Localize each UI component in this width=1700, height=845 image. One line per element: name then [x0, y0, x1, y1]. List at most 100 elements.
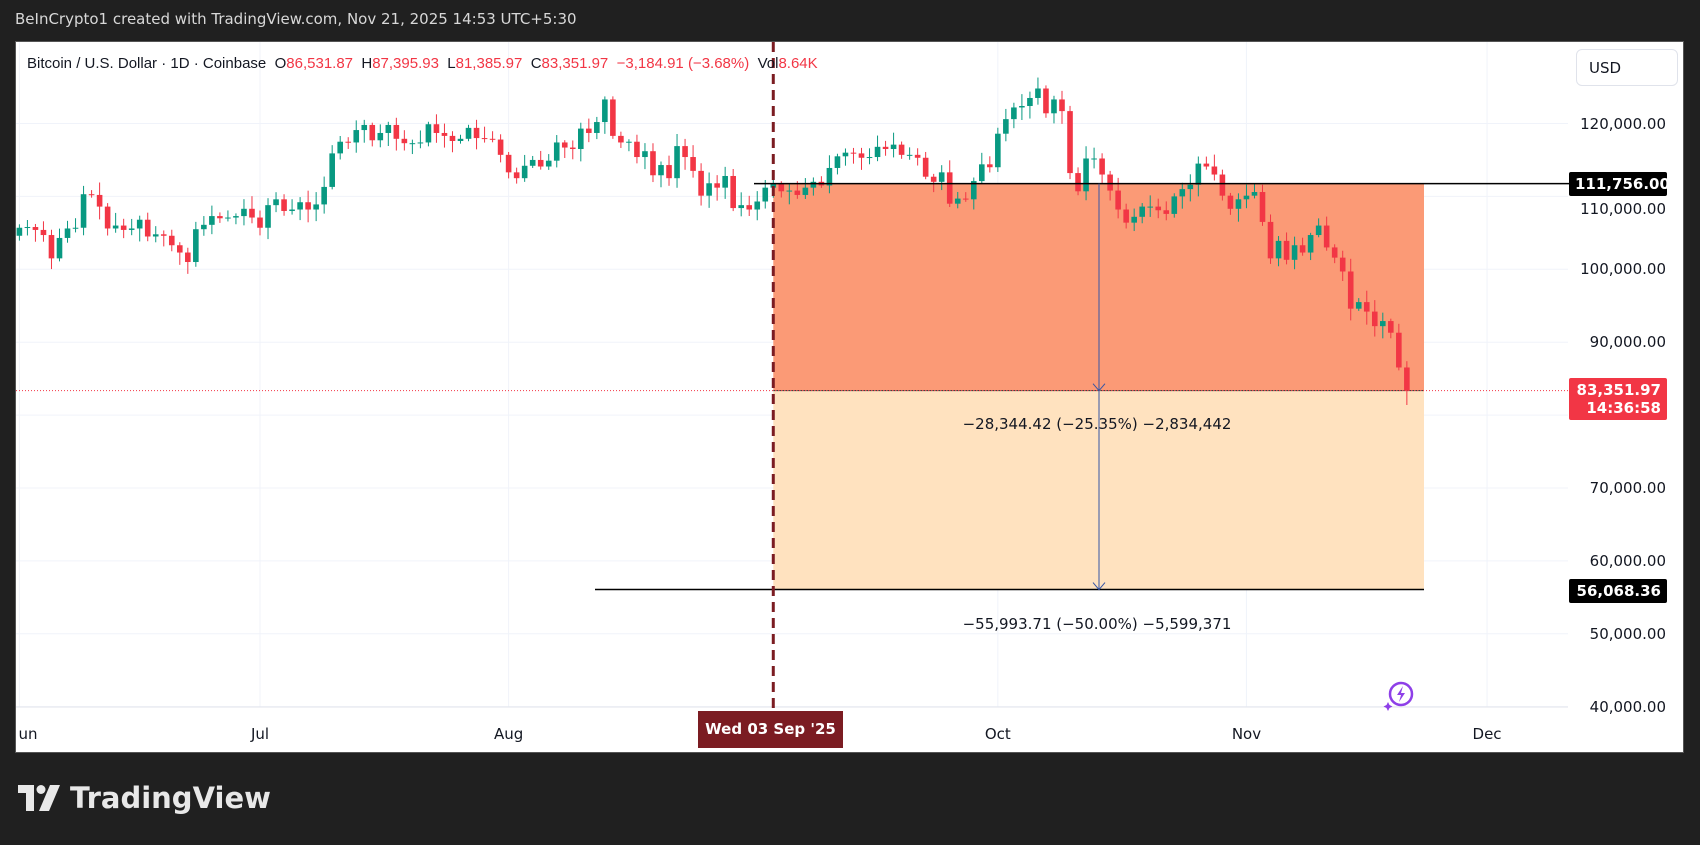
candle-body	[529, 159, 536, 166]
candle-body	[345, 141, 352, 143]
candle-body	[922, 157, 929, 177]
candle-body	[738, 205, 744, 209]
time-marker-label: Wed 03 Sep '25	[698, 711, 843, 748]
open-value: 86,531.87	[286, 55, 354, 72]
candle-body	[569, 147, 576, 150]
high-value: 87,395.93	[372, 55, 439, 72]
candle-body	[1339, 257, 1346, 272]
candle-body	[946, 172, 953, 204]
tradingview-logo-icon	[18, 785, 60, 811]
chart-frame[interactable]: Bitcoin / U.S. Dollar · 1D · Coinbase O8…	[15, 41, 1684, 753]
candle-body	[1235, 199, 1242, 209]
candle-body	[80, 194, 87, 228]
candle-body	[289, 209, 295, 211]
candle-body	[48, 235, 55, 259]
candle-body	[361, 124, 368, 131]
arrow-head-icon	[1092, 383, 1106, 392]
candle-body	[938, 172, 945, 182]
candle-body	[273, 199, 279, 206]
time-axis-label: un	[18, 725, 38, 743]
candle-body	[24, 227, 31, 229]
candle-body	[1388, 321, 1394, 333]
candle-body	[1059, 99, 1065, 112]
open-label: O	[274, 55, 287, 72]
candle-body	[802, 187, 809, 195]
candle-body	[177, 245, 183, 253]
candle-body	[1051, 99, 1057, 114]
candle-body	[16, 227, 23, 236]
price-axis-label: 60,000.00	[1589, 551, 1666, 570]
candle-body	[1035, 88, 1041, 98]
time-axis-label: Oct	[984, 725, 1011, 743]
candle-body	[1203, 163, 1210, 167]
candle-body	[602, 99, 608, 123]
candle-body	[305, 202, 311, 210]
candle-body	[329, 153, 335, 187]
candle-body	[353, 130, 360, 143]
candle-body	[1027, 97, 1033, 107]
candle-body	[553, 142, 560, 161]
countdown: 14:36:58	[1586, 399, 1661, 417]
candle-body	[265, 205, 271, 228]
candle-body	[1227, 195, 1234, 209]
candle-body	[762, 187, 769, 202]
candle-body	[930, 176, 937, 182]
candle-body	[1123, 209, 1129, 223]
chart-credit: BeInCrypto1 created with TradingView.com…	[15, 10, 577, 28]
price-axis-label: 70,000.00	[1589, 479, 1666, 497]
volume-value: 8.64K	[778, 55, 818, 72]
candle-body	[505, 154, 512, 173]
currency-button[interactable]: USD	[1576, 49, 1678, 86]
candle-body	[136, 219, 143, 229]
candle-body	[152, 234, 159, 237]
candle-body	[481, 138, 488, 140]
price-chart[interactable]	[16, 42, 1685, 754]
candle-body	[489, 138, 496, 140]
candle-body	[1315, 225, 1322, 236]
close-label: C	[530, 55, 542, 72]
candle-body	[561, 142, 568, 148]
candle-body	[465, 127, 472, 139]
candle-body	[690, 157, 696, 171]
candle-body	[521, 165, 528, 179]
candle-body	[674, 146, 680, 179]
candle-body	[1396, 332, 1402, 368]
candle-body	[313, 204, 319, 210]
candle-body	[393, 124, 400, 139]
candle-body	[987, 164, 993, 168]
candle-body	[914, 154, 921, 158]
candle-body	[890, 144, 897, 150]
candle-body	[72, 227, 79, 229]
candle-body	[168, 235, 175, 246]
candle-body	[842, 152, 849, 157]
measure-bottom-label: −55,993.71 (−50.00%) −5,599,371	[962, 615, 1232, 633]
candle-body	[377, 132, 384, 141]
candle-body	[1179, 189, 1186, 197]
candle-body	[425, 124, 432, 143]
brand-name: TradingView	[70, 781, 271, 815]
candle-body	[714, 183, 720, 188]
candle-body	[185, 252, 191, 263]
candle-body	[650, 151, 656, 176]
candle-body	[1243, 195, 1250, 200]
candle-body	[970, 181, 977, 200]
candle-body	[1075, 173, 1081, 192]
candle-body	[979, 164, 985, 182]
low-label: L	[447, 55, 456, 72]
candle-body	[88, 194, 95, 196]
tradingview-logo[interactable]: TradingView	[18, 781, 271, 815]
candle-body	[1147, 206, 1154, 208]
candle-body	[281, 199, 287, 211]
candle-body	[1155, 206, 1162, 211]
current-price: 83,351.97	[1576, 381, 1661, 399]
lightning-icon[interactable]	[1382, 679, 1416, 713]
candle-body	[834, 156, 841, 168]
candle-body	[642, 151, 648, 158]
candle-body	[217, 216, 223, 219]
candle-body	[866, 157, 873, 159]
candle-body	[682, 146, 688, 158]
symbol-name[interactable]: Bitcoin / U.S. Dollar · 1D · Coinbase	[27, 55, 267, 72]
candle-body	[120, 225, 127, 230]
candle-body	[610, 99, 616, 136]
candle-body	[257, 217, 263, 228]
